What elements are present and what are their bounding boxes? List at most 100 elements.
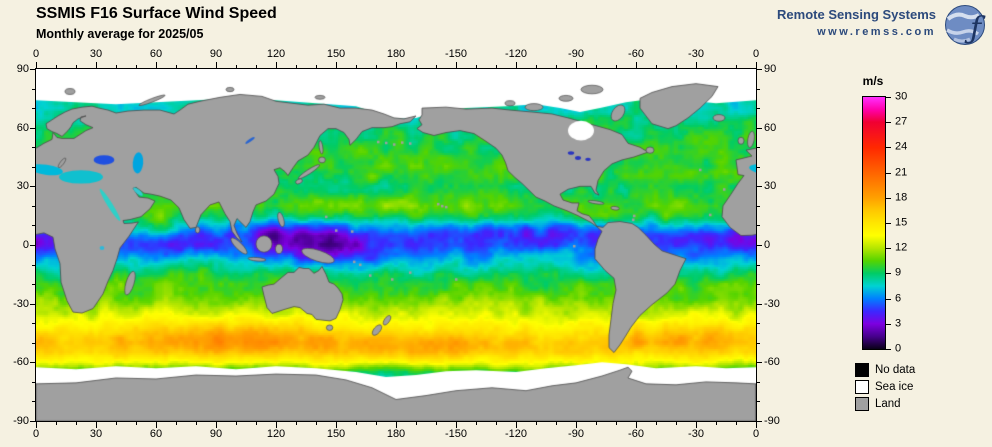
axis-tick-top <box>36 62 37 68</box>
axis-tick-top <box>696 62 697 68</box>
axis-minor-tick-top <box>656 65 657 68</box>
axis-label-bottom: 90 <box>209 428 223 440</box>
axis-minor-tick-bottom <box>296 422 297 425</box>
axis-minor-tick-right <box>757 381 760 383</box>
colorbar-tick-label: 0 <box>895 342 902 355</box>
axis-minor-tick-bottom <box>496 422 497 425</box>
axis-minor-tick-bottom <box>76 422 77 425</box>
axis-label-right: -90 <box>764 415 780 427</box>
axis-minor-tick-right <box>757 88 760 90</box>
colorbar-tick <box>886 323 891 325</box>
axis-tick-right <box>757 303 762 305</box>
axis-tick-left <box>30 362 35 364</box>
axis-label-bottom: 0 <box>752 428 760 440</box>
legend-swatch <box>855 397 869 411</box>
axis-tick-top <box>276 62 277 68</box>
axis-minor-tick-bottom <box>356 422 357 425</box>
axis-label-bottom: -150 <box>444 428 468 440</box>
legend-label: Land <box>875 398 901 410</box>
axis-tick-left <box>30 245 35 246</box>
axis-tick-left <box>30 186 35 188</box>
legend-row-no-data: No data <box>855 363 915 377</box>
colorbar-gradient <box>862 96 886 350</box>
axis-minor-tick-bottom <box>556 422 557 425</box>
colorbar-tick-label: 12 <box>895 241 908 254</box>
colorbar-tick-label: 6 <box>895 292 902 305</box>
axis-tick-bottom <box>36 422 37 428</box>
axis-tick-left <box>30 421 35 422</box>
svg-text:ƒ: ƒ <box>964 11 986 46</box>
axis-label-left: -90 <box>13 415 29 427</box>
axis-label-top: 150 <box>326 48 346 60</box>
axis-tick-top <box>756 62 757 68</box>
axis-minor-tick-bottom <box>416 422 417 425</box>
axis-minor-tick-left <box>32 264 35 266</box>
axis-minor-tick-bottom <box>256 422 257 425</box>
axis-minor-tick-left <box>32 88 35 90</box>
axis-label-right: 90 <box>764 63 777 75</box>
axis-tick-top <box>456 62 457 68</box>
axis-minor-tick-top <box>436 65 437 68</box>
axis-minor-tick-bottom <box>116 422 117 425</box>
axis-minor-tick-left <box>32 284 35 286</box>
axis-tick-top <box>216 62 217 68</box>
axis-minor-tick-top <box>236 65 237 68</box>
colorbar-tick-label: 18 <box>895 191 908 204</box>
legend-label: Sea ice <box>875 381 914 393</box>
axis-label-top: 0 <box>32 48 40 60</box>
axis-label-left: 0 <box>22 239 29 251</box>
axis-minor-tick-left <box>32 147 35 149</box>
axis-label-bottom: 0 <box>32 428 40 440</box>
legend-swatch <box>855 380 869 394</box>
axis-label-top: -90 <box>568 48 584 60</box>
colorbar-tick <box>886 147 891 149</box>
axis-label-left: 30 <box>16 180 29 193</box>
axis-label-left: 60 <box>16 121 29 134</box>
axis-minor-tick-left <box>32 381 35 383</box>
colorbar-tick-label: 27 <box>895 115 908 128</box>
axis-minor-tick-top <box>476 65 477 68</box>
axis-minor-tick-top <box>256 65 257 68</box>
axis-minor-tick-bottom <box>536 422 537 425</box>
axis-tick-top <box>96 62 97 68</box>
axis-minor-tick-right <box>757 264 760 266</box>
axis-minor-tick-top <box>716 65 717 68</box>
axis-tick-left <box>30 127 35 129</box>
axis-minor-tick-bottom <box>716 422 717 425</box>
axis-minor-tick-top <box>316 65 317 68</box>
colorbar-tick <box>886 172 891 174</box>
axis-label-top: 30 <box>89 48 103 60</box>
axis-minor-tick-right <box>757 205 760 207</box>
axis-minor-tick-top <box>76 65 77 68</box>
axis-tick-bottom <box>336 422 337 428</box>
axis-minor-tick-left <box>32 166 35 168</box>
branding: Remote Sensing Systems www.remss.com ƒ <box>777 3 988 47</box>
brand-url[interactable]: www.remss.com <box>817 26 936 38</box>
legend-row-sea-ice: Sea ice <box>855 380 915 394</box>
axis-tick-right <box>757 127 762 129</box>
axis-label-right: 0 <box>764 239 771 251</box>
axis-minor-tick-bottom <box>176 422 177 425</box>
axis-tick-bottom <box>216 422 217 428</box>
axis-tick-top <box>576 62 577 68</box>
legend-label: No data <box>875 364 916 376</box>
axis-label-top: -30 <box>688 48 704 60</box>
axis-label-right: 60 <box>764 121 777 134</box>
colorbar-tick-label: 24 <box>895 140 908 153</box>
axis-tick-right <box>757 362 762 364</box>
axis-minor-tick-top <box>556 65 557 68</box>
colorbar-tick-label: 3 <box>895 317 902 330</box>
colorbar-tick <box>886 248 891 250</box>
colorbar-tick <box>886 349 891 350</box>
axis-minor-tick-right <box>757 342 760 344</box>
axis-label-top: -60 <box>628 48 644 60</box>
brand-name: Remote Sensing Systems <box>777 7 936 22</box>
axis-label-top: 180 <box>386 48 406 60</box>
axis-label-bottom: 180 <box>386 428 406 440</box>
axis-label-bottom: -30 <box>688 428 704 440</box>
axis-label-top: 120 <box>266 48 286 60</box>
axis-minor-tick-top <box>296 65 297 68</box>
axis-minor-tick-bottom <box>196 422 197 425</box>
axis-minor-tick-top <box>676 65 677 68</box>
